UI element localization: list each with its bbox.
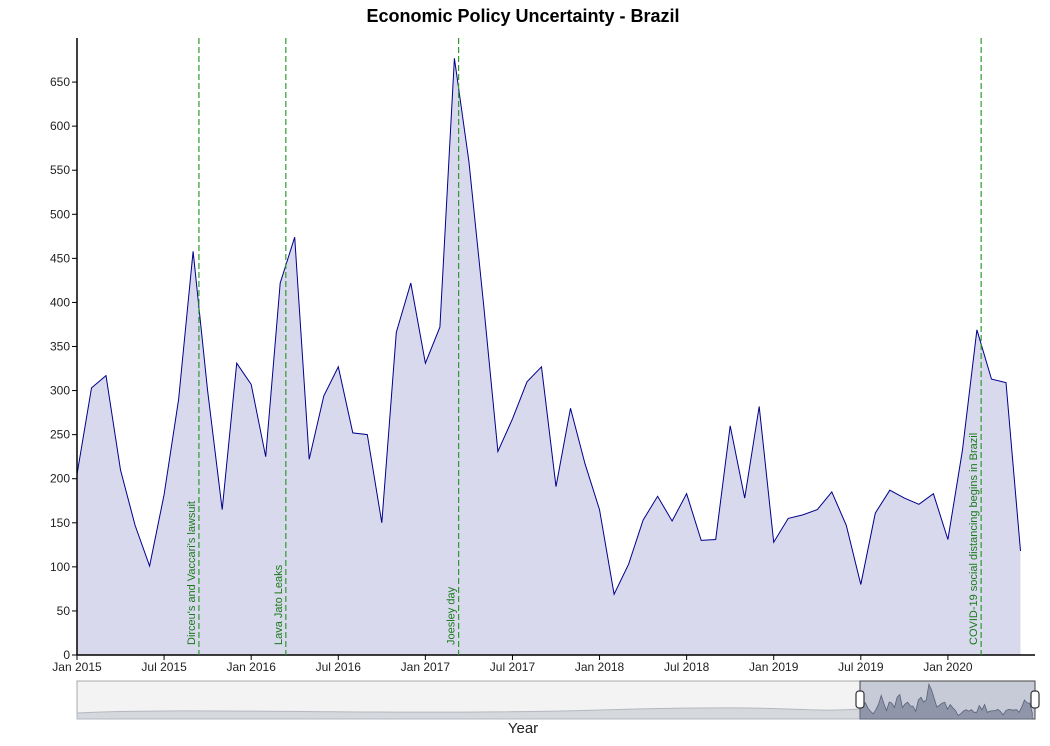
range-mini-area <box>859 682 1033 720</box>
x-tick-label: Jul 2019 <box>838 660 884 674</box>
y-tick-label: 450 <box>50 251 70 265</box>
x-axis-title: Year <box>508 720 538 737</box>
y-tick-label: 550 <box>50 163 70 177</box>
y-tick-label: 400 <box>50 295 70 309</box>
y-tick-label: 0 <box>63 648 70 662</box>
x-tick-label: Jul 2015 <box>141 660 187 674</box>
y-tick-label: 50 <box>57 604 71 618</box>
y-tick-label: 600 <box>50 119 70 133</box>
y-tick-label: 650 <box>50 75 70 89</box>
annotation-label: COVID-19 social distancing begins in Bra… <box>968 433 980 645</box>
annotation-label: Joesley day <box>446 586 458 645</box>
y-tick-label: 350 <box>50 340 70 354</box>
x-tick-label: Jan 2018 <box>575 660 625 674</box>
y-tick-label: 250 <box>50 428 70 442</box>
range-handle[interactable] <box>855 690 865 709</box>
x-tick-label: Jan 2015 <box>52 660 102 674</box>
y-tick-label: 500 <box>50 207 70 221</box>
y-tick-label: 100 <box>50 560 70 574</box>
x-tick-label: Jan 2020 <box>923 660 973 674</box>
chart-title: Economic Policy Uncertainty - Brazil <box>366 6 679 26</box>
x-tick-label: Jul 2016 <box>316 660 362 674</box>
x-tick-label: Jan 2016 <box>226 660 276 674</box>
x-tick-label: Jul 2018 <box>664 660 710 674</box>
area-fill <box>77 58 1021 656</box>
x-tick-label: Jan 2017 <box>401 660 451 674</box>
y-tick-label: 150 <box>50 516 70 530</box>
annotation-label: Dirceu's and Vaccari's lawsuit <box>186 501 198 645</box>
y-tick-label: 200 <box>50 472 70 486</box>
range-history <box>76 707 861 720</box>
annotation-label: Lava Jato Leaks <box>273 564 285 645</box>
x-tick-label: Jan 2019 <box>749 660 799 674</box>
y-tick-label: 300 <box>50 384 70 398</box>
range-handle[interactable] <box>1030 690 1040 709</box>
line <box>76 58 1021 596</box>
x-tick-label: Jul 2017 <box>490 660 536 674</box>
